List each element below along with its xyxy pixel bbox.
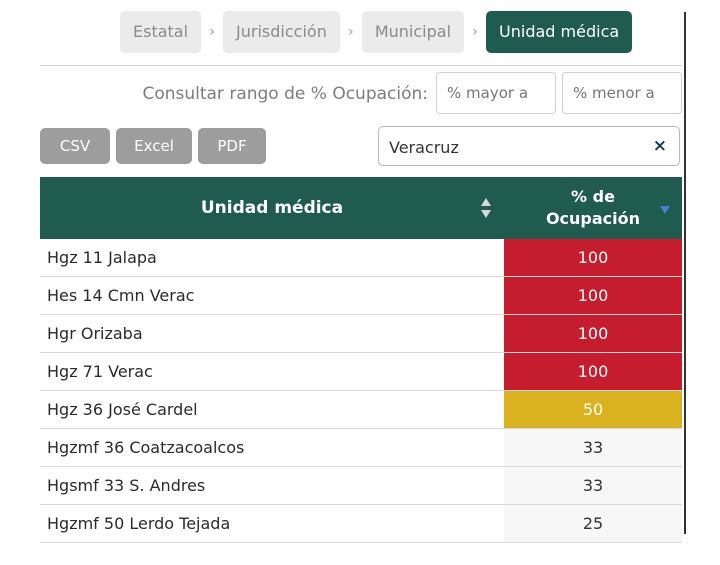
search-input[interactable] — [387, 127, 641, 167]
table-row[interactable]: Hgsmf 33 S. Andres 33 — [40, 467, 682, 505]
cell-unidad: Hgz 11 Jalapa — [47, 248, 157, 267]
table-row[interactable]: Hgzmf 50 Lerdo Tejada 25 — [40, 505, 682, 543]
chevron-right-icon: › — [348, 24, 354, 40]
table-body: Hgz 11 Jalapa 100 Hes 14 Cmn Verac 100 H… — [40, 239, 682, 543]
sort-desc-icon[interactable] — [660, 206, 670, 214]
divider — [40, 65, 682, 66]
cell-ocupacion: 33 — [504, 429, 682, 466]
column-header-ocupacion-line1: % de — [571, 187, 615, 206]
cell-ocupacion: 100 — [504, 277, 682, 314]
table-row[interactable]: Hgz 11 Jalapa 100 — [40, 239, 682, 277]
breadcrumb-jurisdiccion[interactable]: Jurisdicción — [223, 11, 340, 53]
range-max-input[interactable] — [562, 72, 682, 114]
column-header-unidad[interactable]: Unidad médica — [200, 198, 344, 218]
chevron-right-icon: › — [209, 24, 215, 40]
table-row[interactable]: Hgz 36 José Cardel 50 — [40, 391, 682, 429]
cell-unidad: Hgzmf 36 Coatzacoalcos — [47, 438, 245, 457]
range-min-input[interactable] — [436, 72, 556, 114]
close-icon[interactable]: × — [652, 136, 667, 156]
range-label: Consultar rango de % Ocupación: — [142, 84, 428, 104]
table-row[interactable]: Hes 14 Cmn Verac 100 — [40, 277, 682, 315]
sort-both-icon[interactable] — [480, 194, 492, 222]
chevron-right-icon: › — [472, 24, 478, 40]
cell-unidad: Hgsmf 33 S. Andres — [47, 476, 206, 495]
cell-ocupacion: 100 — [504, 315, 682, 352]
breadcrumb: Estatal › Jurisdicción › Municipal › Uni… — [120, 10, 633, 54]
cell-ocupacion: 25 — [504, 505, 682, 542]
breadcrumb-unidad-medica[interactable]: Unidad médica — [486, 11, 633, 53]
table-header: Unidad médica % de Ocupación — [40, 177, 682, 239]
table-row[interactable]: Hgr Orizaba 100 — [40, 315, 682, 353]
column-header-ocupacion[interactable]: % de Ocupación — [504, 186, 682, 230]
cell-ocupacion: 100 — [504, 353, 682, 390]
cell-unidad: Hgz 71 Verac — [47, 362, 153, 381]
cell-ocupacion: 33 — [504, 467, 682, 504]
cell-unidad: Hgr Orizaba — [47, 324, 143, 343]
cell-ocupacion: 50 — [504, 391, 682, 428]
column-header-ocupacion-line2: Ocupación — [545, 209, 641, 228]
table-row[interactable]: Hgzmf 36 Coatzacoalcos 33 — [40, 429, 682, 467]
cell-unidad: Hes 14 Cmn Verac — [47, 286, 195, 305]
cell-unidad: Hgz 36 José Cardel — [47, 400, 198, 419]
breadcrumb-municipal[interactable]: Municipal — [361, 11, 465, 53]
table-row[interactable]: Hgz 71 Verac 100 — [40, 353, 682, 391]
csv-button[interactable]: CSV — [40, 128, 110, 164]
pdf-button[interactable]: PDF — [198, 128, 266, 164]
right-edge-line — [684, 12, 686, 534]
breadcrumb-estatal[interactable]: Estatal — [120, 11, 202, 53]
cell-ocupacion: 100 — [504, 239, 682, 276]
excel-button[interactable]: Excel — [116, 128, 192, 164]
cell-unidad: Hgzmf 50 Lerdo Tejada — [47, 514, 231, 533]
occupancy-range-filter: Consultar rango de % Ocupación: — [40, 72, 682, 116]
search-box: × — [378, 126, 680, 167]
